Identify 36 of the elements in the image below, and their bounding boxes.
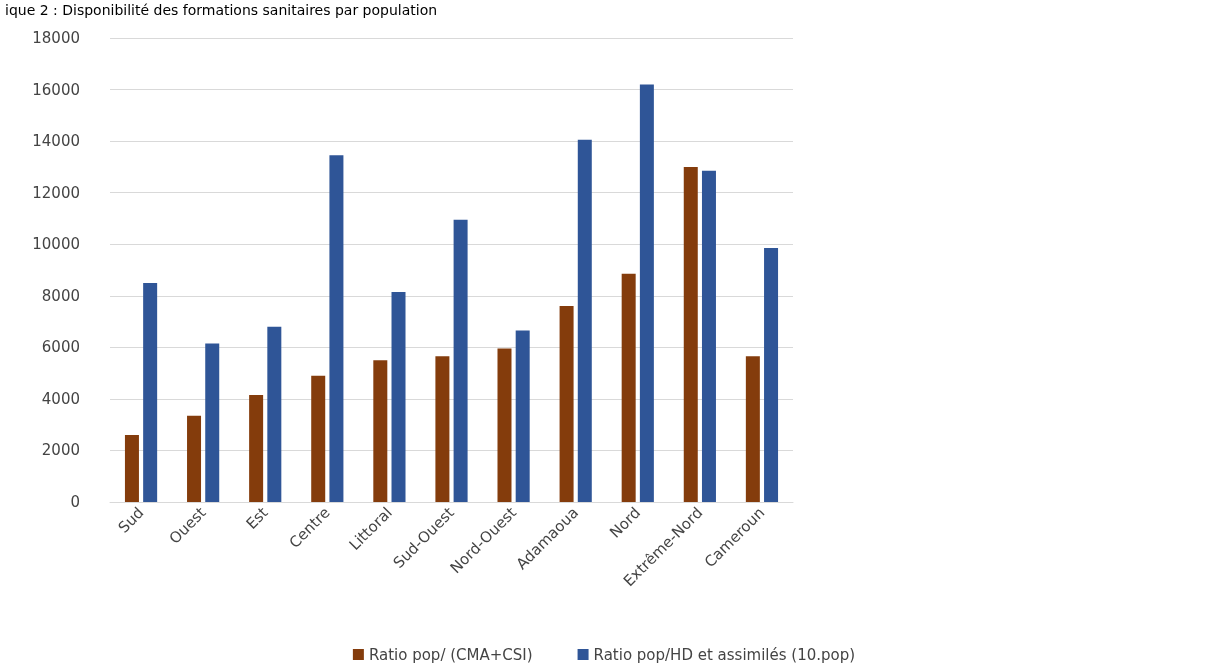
bar (515, 330, 530, 502)
bar (187, 415, 202, 502)
y-tick-label: 4000 (41, 389, 80, 408)
bar (373, 360, 388, 502)
bar (621, 273, 636, 502)
chart-title: ique 2 : Disponibilité des formations sanitaires par population (5, 2, 438, 18)
y-tick-label: 12000 (32, 183, 80, 202)
x-tick-label: Est (242, 503, 272, 533)
bar (639, 84, 654, 502)
bar (249, 395, 264, 502)
y-tick-label: 0 (70, 493, 80, 511)
bar (577, 139, 592, 502)
bar (143, 282, 158, 502)
bar (497, 348, 512, 502)
bar (701, 170, 716, 502)
bar (267, 326, 282, 502)
bar (745, 356, 760, 502)
bar (683, 166, 698, 502)
y-tick-label: 14000 (32, 132, 80, 151)
bar (124, 434, 139, 502)
y-tick-label: 8000 (41, 286, 80, 305)
y-tick-label: 18000 (32, 29, 80, 47)
y-tick-label: 2000 (41, 441, 80, 460)
bar (329, 155, 344, 502)
bar (205, 343, 220, 502)
y-tick-label: 6000 (41, 338, 80, 357)
legend-label: Ratio pop/ (CMA+CSI) (368, 645, 533, 664)
bar (435, 356, 450, 502)
bar (453, 219, 468, 502)
legend-label: Ratio pop/HD et assimilés (10.pop) (593, 645, 856, 664)
bar (559, 306, 574, 502)
bar (764, 248, 779, 502)
bar (311, 375, 326, 502)
y-tick-label: 16000 (32, 80, 80, 99)
y-tick-label: 10000 (32, 235, 80, 254)
bar (391, 291, 406, 502)
